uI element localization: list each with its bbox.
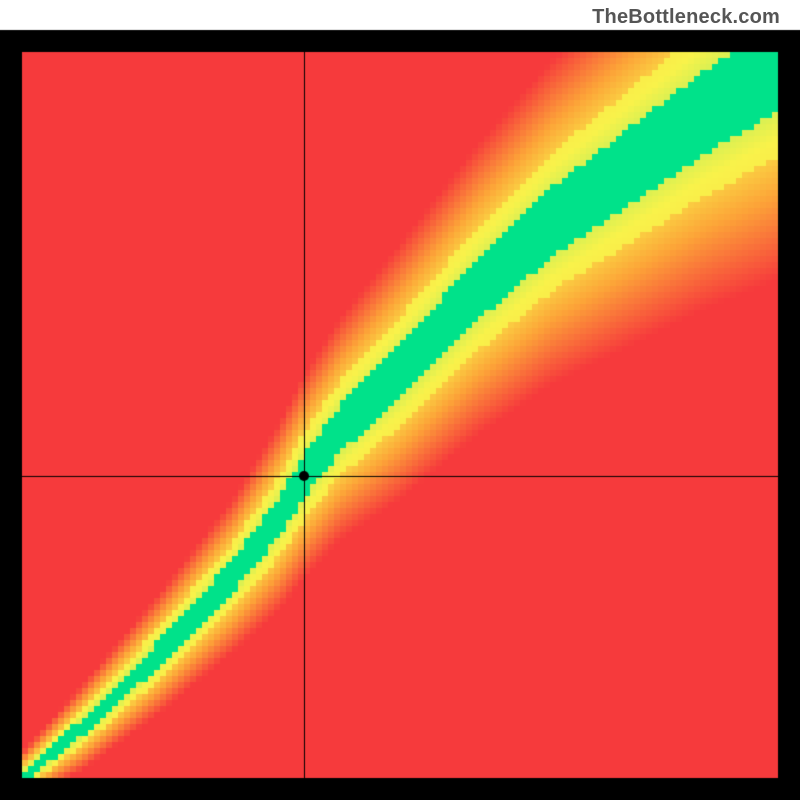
watermark-text: TheBottleneck.com	[592, 6, 780, 29]
chart-container: TheBottleneck.com	[0, 0, 800, 800]
heatmap-canvas	[0, 0, 800, 800]
